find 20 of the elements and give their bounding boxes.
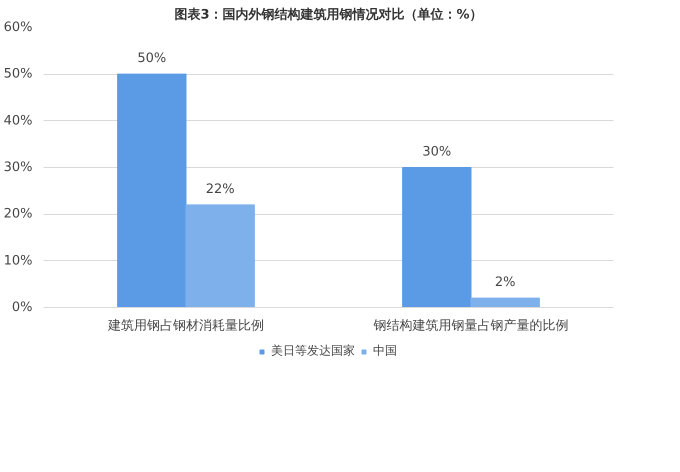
bar (470, 298, 540, 308)
y-tick-label: 60% (4, 20, 33, 35)
y-tick-label: 20% (4, 206, 33, 222)
bar (117, 74, 186, 308)
data-label: 50% (137, 51, 166, 66)
y-tick-label: 30% (4, 160, 33, 175)
y-tick-label: 40% (4, 113, 33, 128)
y-tick-label: 0% (12, 300, 32, 315)
y-tick-label: 50% (4, 66, 33, 82)
legend-label: 美日等发达国家 (271, 342, 355, 360)
bar (186, 204, 255, 308)
legend-label: 中国 (373, 342, 397, 360)
chart-title: 图表3：国内外钢结构建筑用钢情况对比（单位：%） (174, 6, 483, 22)
bar (402, 167, 472, 308)
x-tick-label: 钢结构建筑用钢量占钢产量的比例 (372, 318, 568, 334)
data-label: 22% (206, 182, 235, 197)
data-label: 30% (422, 144, 452, 160)
y-tick-label: 10% (4, 253, 33, 268)
x-tick-label: 建筑用钢占钢材消耗量比例 (107, 318, 264, 334)
data-label: 2% (494, 275, 516, 290)
